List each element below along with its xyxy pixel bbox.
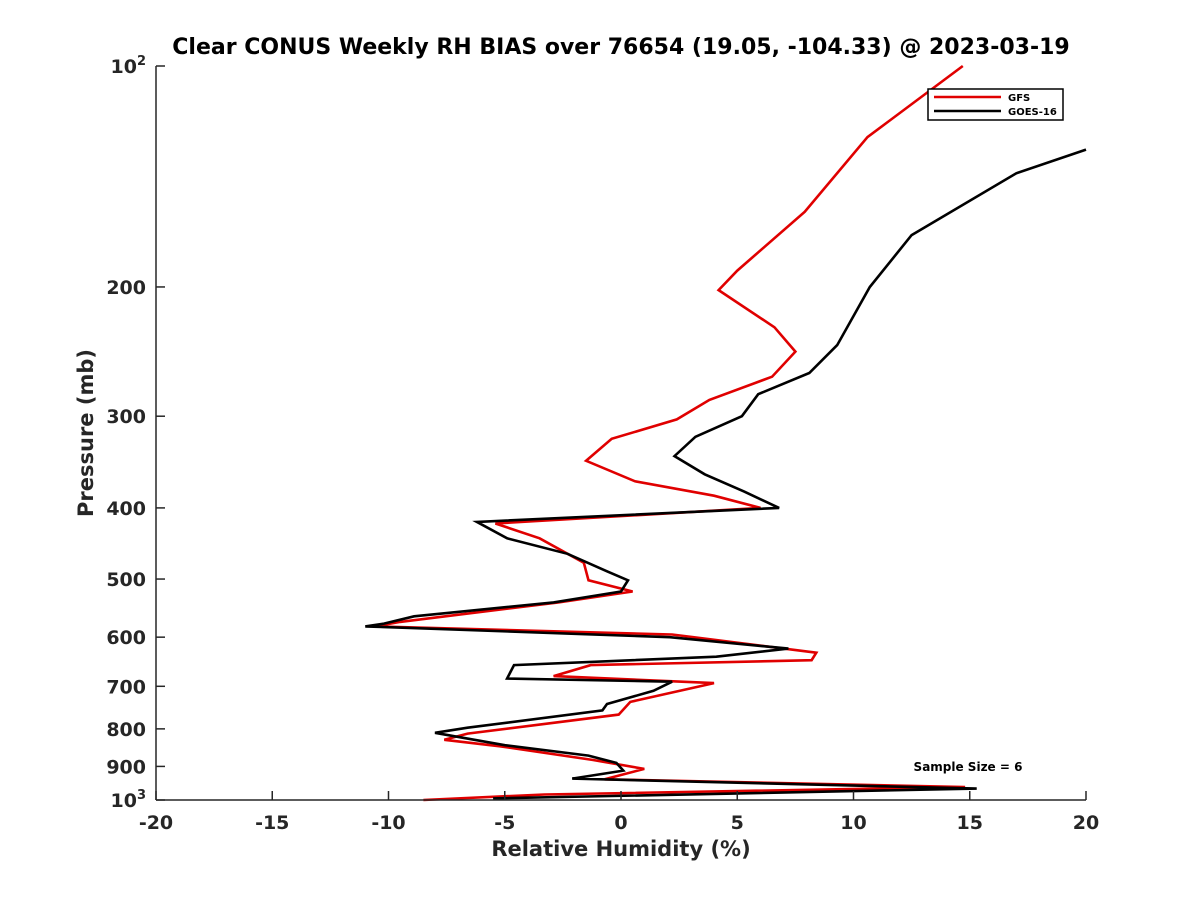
x-tick-label: 10 [840,812,866,834]
x-tick-label: 5 [731,812,744,834]
series-line-goes16 [365,148,1087,800]
legend: GFS GOES-16 [927,88,1064,121]
y-tick-label: 600 [106,627,146,649]
y-tick-label: 102 [111,54,147,78]
x-tick-label: 0 [614,812,627,834]
legend-label-goes16: GOES-16 [1008,107,1057,118]
sample-size-annotation: Sample Size = 6 [914,760,1023,774]
legend-label-gfs: GFS [1008,93,1030,104]
y-tick-label: 103 [111,788,147,812]
y-tick-label: 200 [106,277,146,299]
y-axis-label: Pressure (mb) [74,349,98,517]
series-layer [365,64,1087,802]
y-tick-label: 700 [106,676,146,698]
plot-area [156,66,1086,800]
y-tick-label: 500 [106,569,146,591]
x-tick-label: 20 [1073,812,1099,834]
axes-layer: -20 -15 -10 -5 0 5 10 15 20 102 200 300 400 500 600 700… [106,54,1099,834]
y-tick-label: 400 [106,498,146,520]
x-tick-label: -15 [255,812,289,834]
x-tick-label: 15 [957,812,983,834]
x-tick-label: -20 [139,812,173,834]
chart-title: Clear CONUS Weekly RH BIAS over 76654 (1… [172,35,1069,60]
x-tick-label: -5 [494,812,515,834]
x-axis-label: Relative Humidity (%) [491,837,750,861]
x-tick-label: -10 [371,812,405,834]
y-tick-label: 900 [106,756,146,778]
legend-box [927,88,1064,121]
y-tick-label: 800 [106,719,146,741]
y-tick-label: 300 [106,406,146,428]
